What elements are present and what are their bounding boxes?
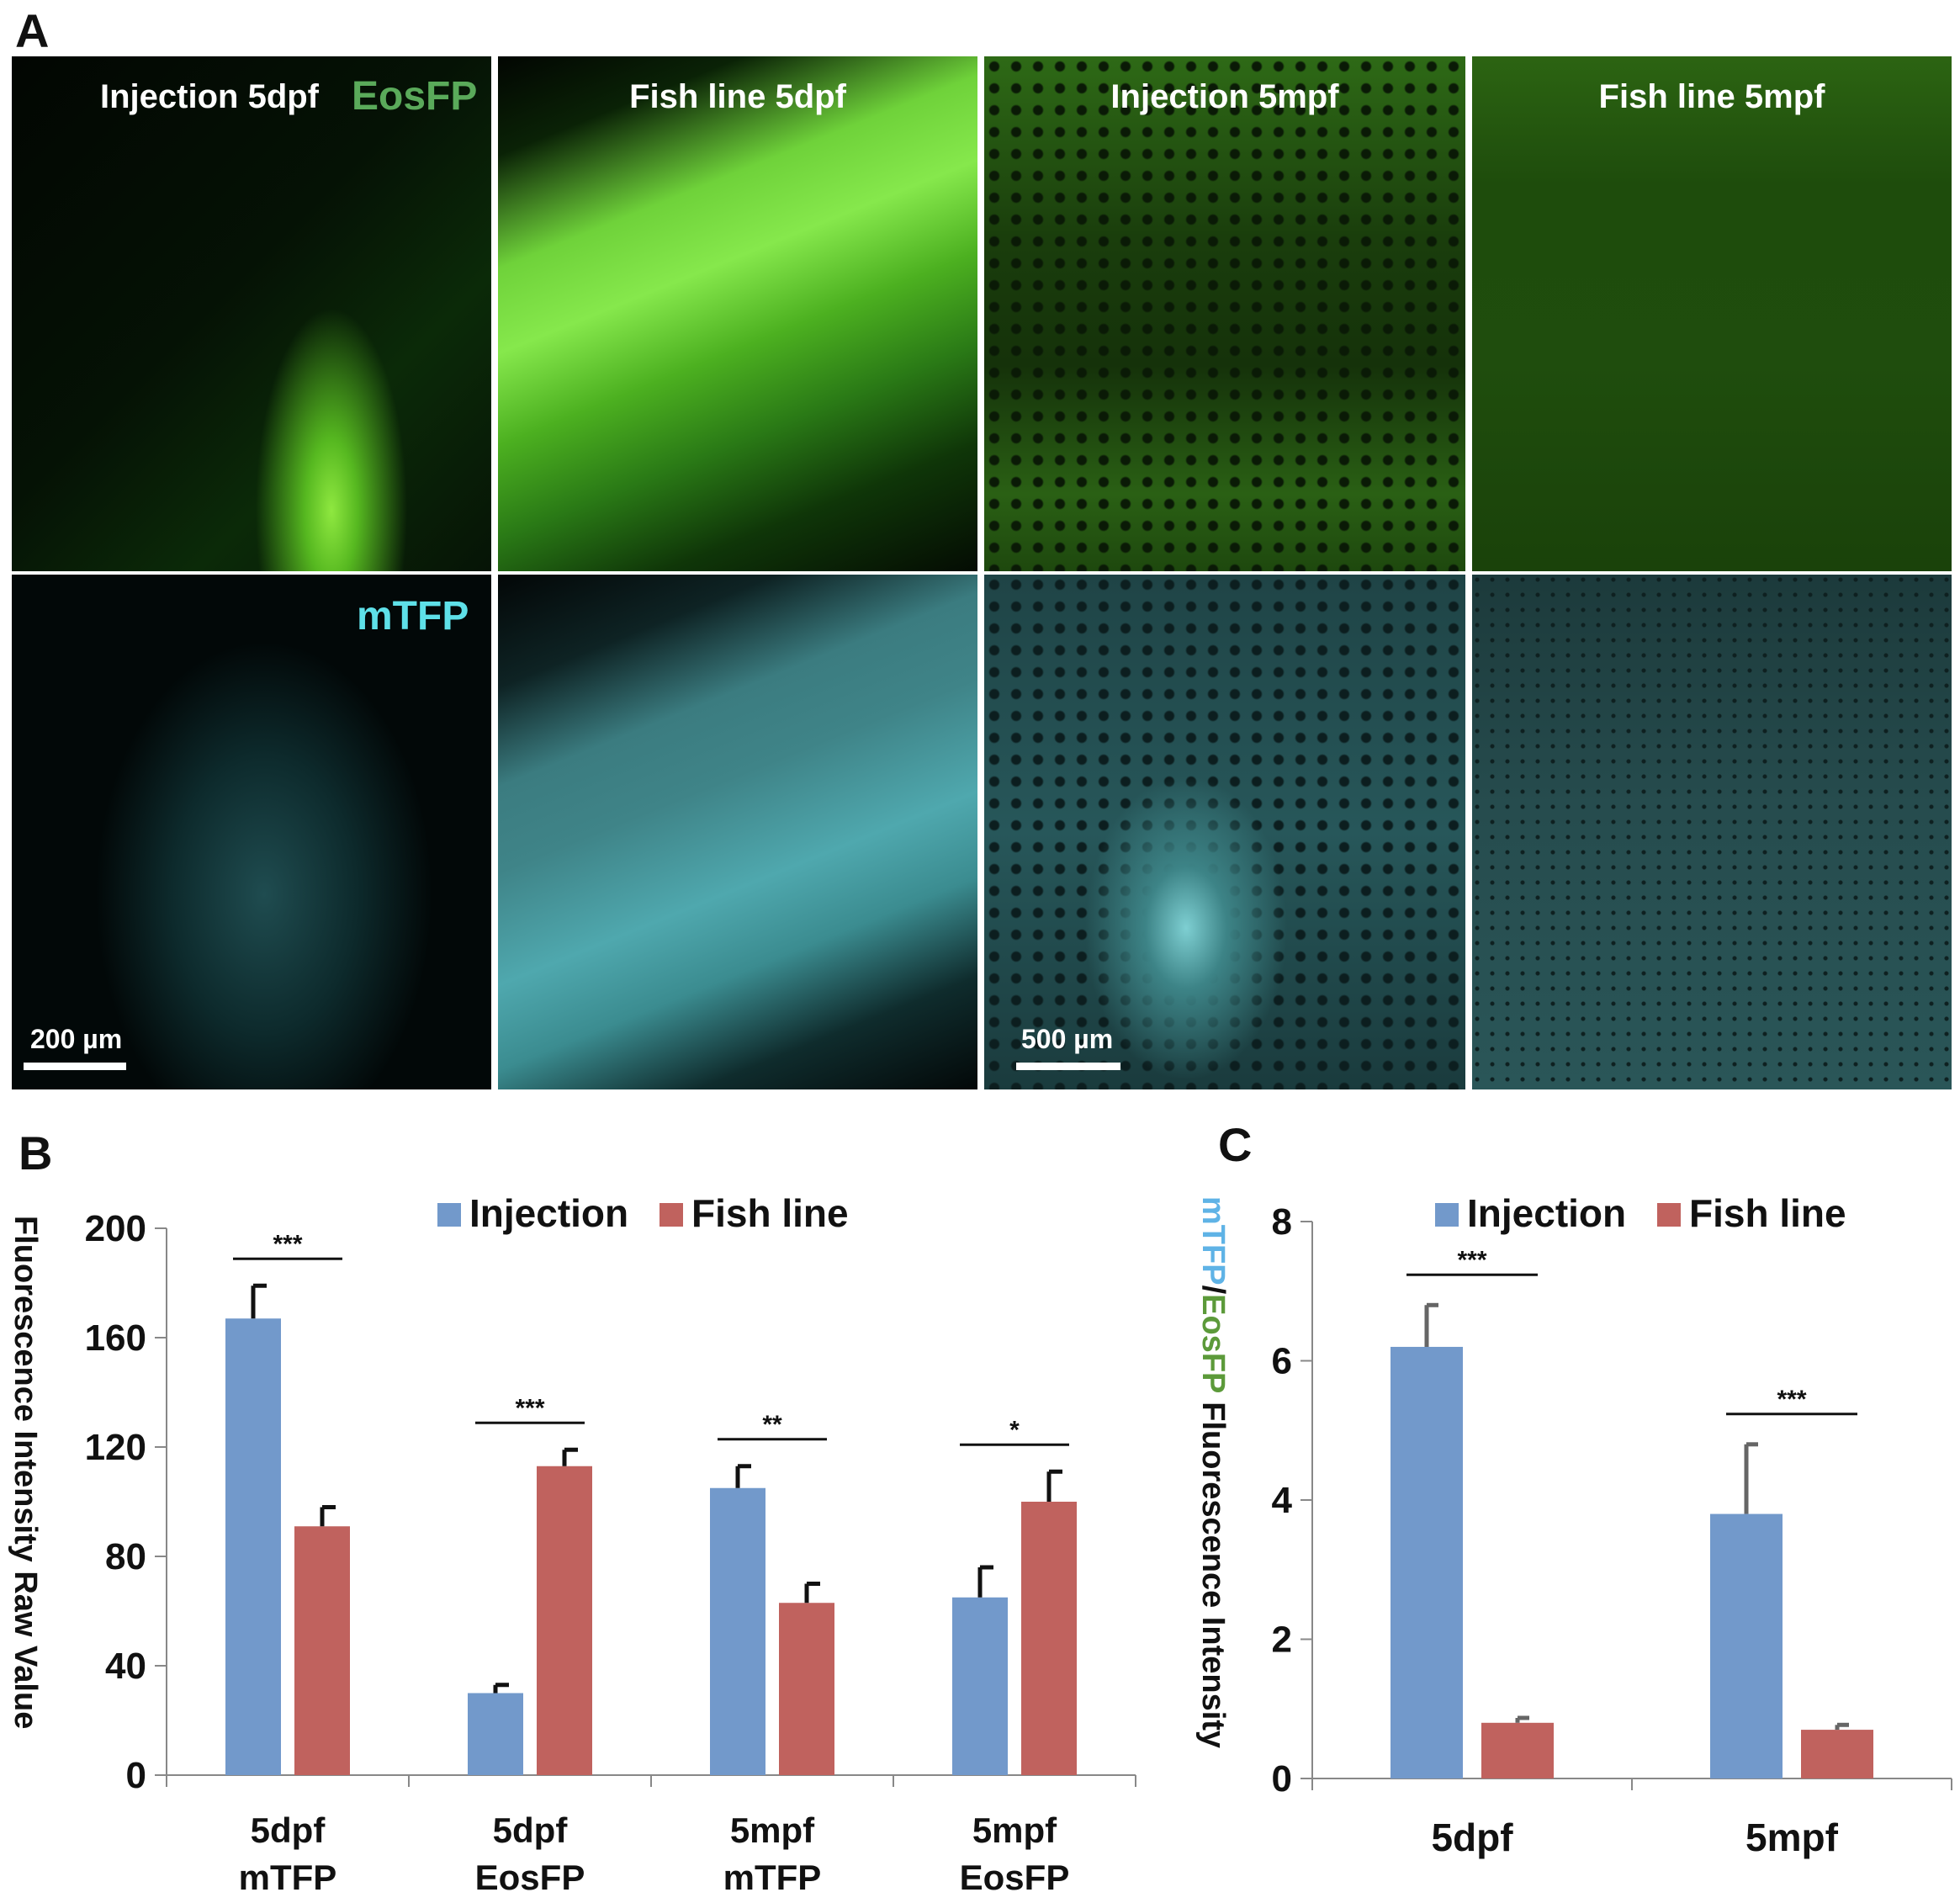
y-axis-title: mTFP/EosFP Fluorescence Intensity [1195,1196,1231,1748]
bar-injection [952,1597,1008,1775]
tile-injection-5mpf-mtfp: 500 µm [984,575,1465,1089]
bar-fish-line [1801,1730,1873,1778]
category-label: EosFP [475,1858,585,1897]
y-tick-label: 4 [1272,1480,1293,1521]
significance-label: ** [762,1411,782,1439]
y-tick-label: 80 [105,1536,146,1577]
tile-fish-line-5dpf-mtfp [498,575,977,1089]
y-axis-title-part: Fluorescence Intensity [1195,1393,1231,1748]
scale-label-200um: 200 µm [30,1024,123,1054]
y-tick-label: 160 [85,1317,146,1359]
column-title-fish-line-5dpf: Fish line 5dpf [629,78,846,115]
legend-label: Injection [469,1191,628,1235]
tile-injection-5mpf-eosfp: Injection 5mpf [984,56,1465,571]
y-tick-label: 6 [1272,1341,1292,1382]
tile-injection-5dpf-eosfp: Injection 5dpf EosFP [12,56,491,571]
scale-bar-200um [24,1063,126,1070]
y-tick-label: 8 [1272,1201,1292,1243]
legend-swatch [660,1203,683,1227]
chart-b: 0 40 80 120 160 200 *** 5dpf mTFP *** 5dpf EosFP ** 5… [8,1191,1136,1897]
tile-fish-line-5dpf-eosfp: Fish line 5dpf [498,56,977,571]
column-title-injection-5mpf: Injection 5mpf [1110,78,1339,115]
bar-fish-line [537,1466,592,1775]
legend-label: Fish line [1689,1191,1846,1235]
channel-label-eosfp: EosFP [352,74,478,119]
micrograph-grid: Injection 5dpf EosFP Fish line 5dpf Inje… [12,56,1952,1089]
y-tick-label: 200 [85,1208,146,1249]
significance-label: * [1009,1416,1020,1444]
y-tick-label: 40 [105,1646,146,1687]
bar-injection [1710,1513,1783,1778]
category-label: mTFP [239,1858,337,1897]
y-axis-title-part: mTFP [1195,1196,1231,1285]
significance-label: *** [515,1394,544,1422]
column-title-fish-line-5mpf: Fish line 5mpf [1598,78,1825,115]
y-tick-label: 0 [1272,1758,1292,1800]
y-axis-title-part: / [1195,1285,1231,1295]
category-label: 5mpf [972,1810,1057,1850]
scale-bar-500um [1016,1063,1120,1070]
y-tick-label: 0 [126,1755,146,1796]
legend-swatch [1657,1203,1681,1227]
category-label: 5dpf [251,1810,326,1850]
significance-label: *** [1777,1386,1806,1413]
bar-injection [1391,1346,1463,1778]
significance-label: *** [273,1230,302,1258]
bar-injection [225,1318,281,1775]
legend-label: Fish line [691,1191,849,1235]
channel-label-mtfp: mTFP [357,594,469,639]
panel-letter-a: A [15,4,50,57]
category-label: mTFP [723,1858,822,1897]
panel-letter-c: C [1218,1118,1253,1171]
bar-injection [468,1693,523,1775]
legend-swatch [1435,1203,1459,1227]
significance-label: *** [1457,1246,1486,1274]
category-label: EosFP [960,1858,1070,1897]
bar-injection [710,1487,765,1775]
column-title-injection-5dpf: Injection 5dpf [100,78,319,115]
category-label: 5mpf [730,1810,815,1850]
tile-injection-5dpf-mtfp: mTFP 200 µm [12,575,491,1089]
bar-fish-line [779,1603,834,1775]
scale-label-500um: 500 µm [1021,1024,1114,1054]
legend-swatch [437,1203,461,1227]
legend-label: Injection [1467,1191,1626,1235]
category-label: 5dpf [1431,1816,1513,1859]
y-axis-title-part: EosFP [1195,1294,1231,1393]
y-tick-label: 120 [85,1427,146,1468]
category-label: 5mpf [1745,1816,1839,1859]
category-label: 5dpf [493,1810,569,1850]
chart-c: 0 2 4 6 8 *** 5dpf *** 5mpf Injection Fish line mTF… [1195,1191,1952,1859]
bar-fish-line [1021,1502,1077,1775]
panel-letter-b: B [19,1126,53,1179]
y-axis-title: Fluorescence Intensity Raw Value [8,1216,43,1729]
tile-fish-line-5mpf-eosfp: Fish line 5mpf [1472,56,1952,571]
bar-fish-line [1481,1722,1554,1778]
tile-fish-line-5mpf-mtfp [1472,575,1952,1089]
y-tick-label: 2 [1272,1619,1292,1661]
bar-fish-line [294,1526,350,1775]
